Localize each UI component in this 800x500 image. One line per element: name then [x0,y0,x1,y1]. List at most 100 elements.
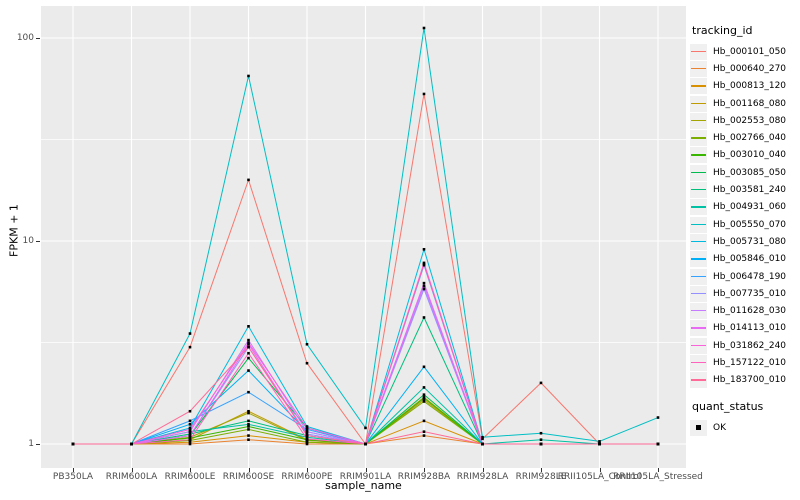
legend-item-quant: OK [690,419,800,436]
y-tick-label: 100 [16,32,34,43]
legend-label: Hb_005846_010 [713,254,787,265]
legend-item: Hb_014113_010 [690,320,800,337]
data-point [305,426,309,430]
legend-key-line-icon [691,240,706,243]
x-tick-label-RRIM600PE: RRIM600PE [281,472,333,482]
legend-key-line-icon [691,137,706,139]
legend-item: Hb_003581_240 [690,181,800,199]
legend-color-items: Hb_000101_050 Hb_000640_270 Hb_000813_120 H… [690,43,800,389]
legend-key-line-icon [691,154,706,156]
data-point [247,338,250,342]
legend-key [690,419,707,436]
legend-item: Hb_003085_050 [690,164,800,181]
legend-key-line-icon [691,379,706,381]
legend-label: OK [713,422,726,433]
data-point [247,345,250,349]
data-point [656,416,660,419]
data-point [422,393,426,396]
legend-key [690,182,707,199]
data-point [305,428,309,431]
data-point [247,369,250,372]
legend-key-square-icon [696,425,701,431]
x-tick-mark [424,468,425,472]
legend-label: Hb_031862_240 [713,340,787,351]
x-tick-label-RRIM600LE: RRIM600LE [164,472,216,482]
legend-key-line-icon [691,206,706,208]
legend-key [690,337,707,354]
data-point [539,431,543,435]
data-point [422,248,426,251]
legend-label: Hb_005731_080 [713,236,787,247]
data-point [422,316,426,319]
data-point [247,409,250,413]
legend-key [690,372,707,389]
data-point [247,74,250,78]
legend-key-line-icon [691,275,706,277]
legend-key [690,320,707,337]
y-tick-mark [36,241,40,242]
x-tick-mark [248,468,250,472]
legend-key-line-icon [691,119,706,122]
data-point [422,365,426,369]
data-point [422,386,426,389]
legend-item: Hb_007735_010 [690,285,800,302]
data-point [188,423,192,426]
data-point [305,432,309,436]
data-point [422,92,426,96]
data-point [422,419,426,423]
data-point [539,381,543,385]
data-point [364,442,367,446]
data-point [598,442,601,446]
data-point [247,419,250,423]
legend-item: Hb_005731_080 [690,233,800,250]
legend-label: Hb_000813_120 [713,81,787,92]
legend-key [690,233,707,250]
data-point [188,419,192,423]
legend-label: Hb_000640_270 [713,63,787,74]
data-point [188,432,192,436]
x-tick-label-RRIM600SE: RRIM600SE [222,472,275,482]
plot-area-svg [41,6,686,468]
legend-label: Hb_002553_080 [713,115,787,126]
data-point [247,425,250,428]
legend-key-line-icon [691,327,706,329]
data-point [247,434,250,437]
legend-label: Hb_002766_040 [713,133,787,144]
data-point [305,435,309,439]
legend-item: Hb_001168_080 [690,95,800,112]
y-tick-mark [36,38,40,39]
data-point [188,345,192,349]
data-point [188,332,192,335]
legend-key-line-icon [691,361,706,364]
data-point [188,428,192,431]
x-axis-title: sample_name [325,479,402,492]
y-tick-label: 1 [28,438,34,449]
data-point [422,396,426,400]
legend-key-line-icon [691,189,706,191]
x-tick-label-RRIM928LE: RRIM928LE [515,472,567,482]
data-point [305,442,309,446]
data-point [305,342,309,346]
legend-label: Hb_007735_010 [713,288,787,299]
data-point [188,436,192,440]
plot-panel [41,6,686,468]
legend-key [690,95,707,112]
legend-key [690,164,707,181]
legend-label: Hb_003581_240 [713,185,787,196]
data-point [481,435,484,439]
legend-key-line-icon [691,344,706,347]
legend-key [690,78,707,95]
data-point [71,442,75,446]
legend-label: Hb_003085_050 [713,167,787,178]
legend-key [690,251,707,268]
x-tick-label-RRII105LA_Control: RRII105LA_Control [557,472,642,482]
data-point [305,434,309,437]
data-point [422,434,426,437]
data-point [188,442,192,446]
data-point [422,430,426,433]
data-point [481,442,484,446]
x-tick-mark [190,468,191,472]
data-point [422,284,426,288]
x-tick-mark [365,468,367,472]
